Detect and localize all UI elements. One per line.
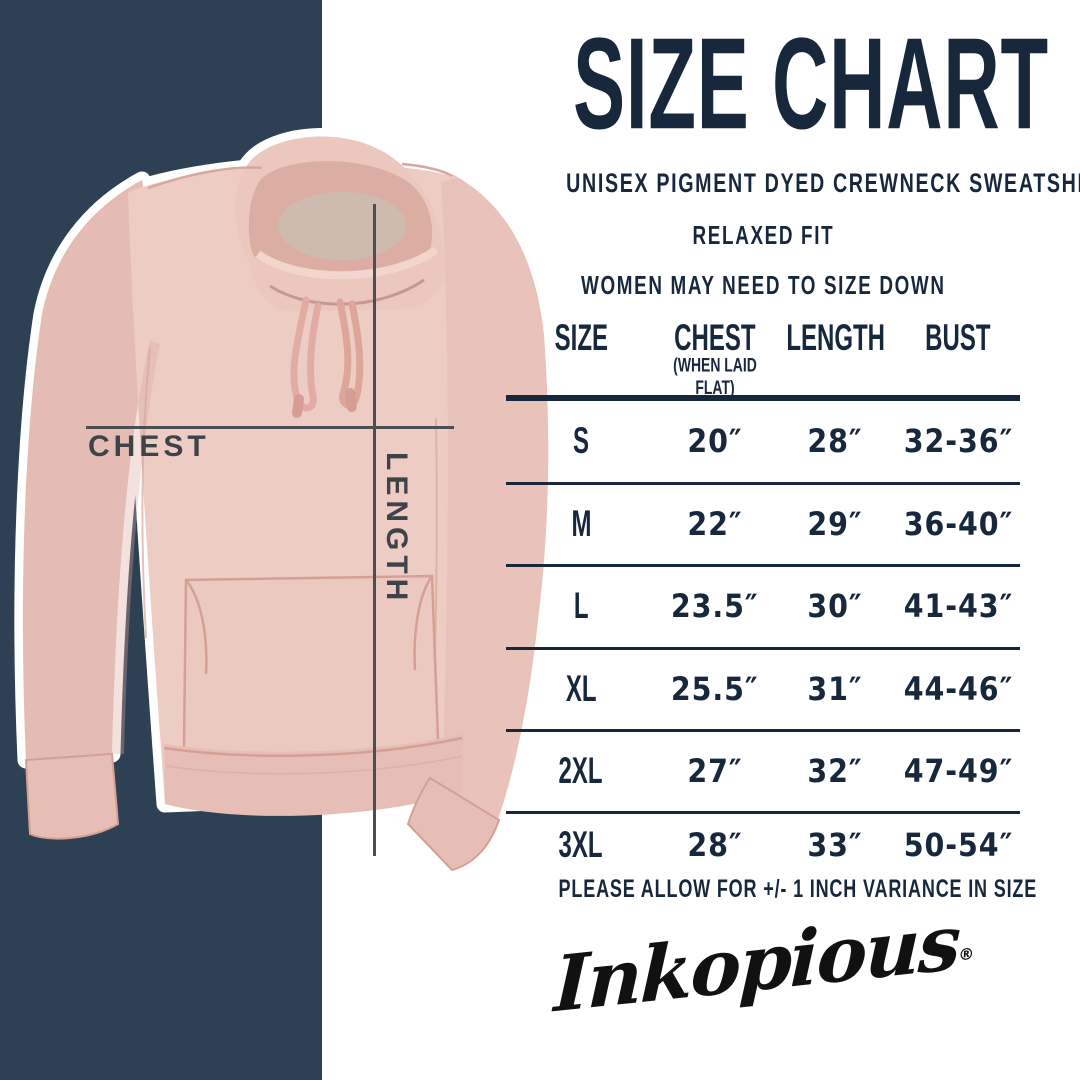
page-title: SIZE CHART xyxy=(573,11,1049,157)
subtitle-fit: RELAXED FIT xyxy=(692,220,834,250)
table-row: M 22″ 29″ 36-40″ xyxy=(506,485,1020,567)
length-measure-line xyxy=(373,204,376,856)
table-header-rule xyxy=(506,395,1020,401)
table-row: 3XL 28″ 33″ 50-54″ xyxy=(558,825,1013,866)
subtitle-sizing-tip: WOMEN MAY NEED TO SIZE DOWN xyxy=(580,270,946,300)
chest-measure-label: CHEST xyxy=(88,430,210,463)
size-table: S 20″ 28″ 32-36″ M 22″ 29″ 36-40″ L 23.5… xyxy=(506,401,1020,878)
size-chart-panel: SIZE CHART UNISEX PIGMENT DYED CREWNECK … xyxy=(506,0,1080,1080)
variance-note: PLEASE ALLOW FOR +/- 1 INCH VARIANCE IN … xyxy=(558,874,1038,903)
column-header-chest: CHEST (WHEN LAID FLAT) xyxy=(656,318,774,399)
hoodie-illustration xyxy=(14,128,557,872)
chest-measure-line xyxy=(86,426,454,429)
chest-subnote: (WHEN LAID FLAT) xyxy=(673,354,757,399)
column-header-size: SIZE xyxy=(554,318,608,359)
column-header-length: LENGTH xyxy=(786,318,885,359)
table-header: SIZE CHEST (WHEN LAID FLAT) LENGTH BUST xyxy=(506,318,1020,399)
table-row: 2XL 27″ 32″ 47-49″ xyxy=(506,732,1020,814)
registered-trademark-mark: ® xyxy=(957,944,973,965)
table-row: L 23.5″ 30″ 41-43″ xyxy=(506,567,1020,650)
brand-logo: Inkopious® xyxy=(506,897,1020,1029)
table-row: S 20″ 28″ 32-36″ xyxy=(506,401,1020,485)
hoodie-hem-and-cuffs xyxy=(24,734,501,872)
length-measure-label: LENGTH xyxy=(380,452,413,606)
table-row: XL 25.5″ 31″ 44-46″ xyxy=(506,650,1020,732)
brand-wordmark: Inkopious xyxy=(552,897,960,1030)
subtitle-product: UNISEX PIGMENT DYED CREWNECK SWEATSHIRT xyxy=(566,168,1080,199)
column-header-bust: BUST xyxy=(925,318,991,359)
